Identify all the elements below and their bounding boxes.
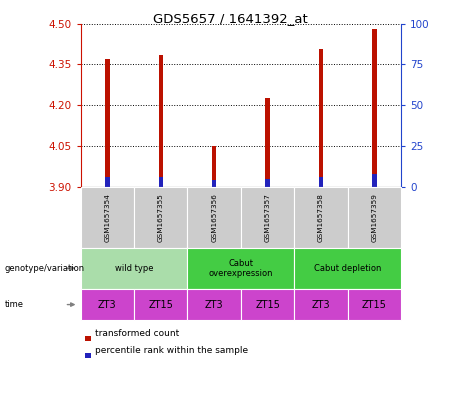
- Text: GSM1657355: GSM1657355: [158, 193, 164, 242]
- Text: GSM1657357: GSM1657357: [265, 193, 271, 242]
- Bar: [372, 174, 377, 187]
- Text: ZT15: ZT15: [362, 299, 387, 310]
- Bar: [319, 50, 323, 187]
- Text: time: time: [5, 300, 24, 309]
- Bar: [319, 177, 323, 187]
- Bar: [105, 59, 110, 187]
- Text: ZT15: ZT15: [148, 299, 173, 310]
- Text: ZT15: ZT15: [255, 299, 280, 310]
- Bar: [159, 55, 163, 187]
- Text: ZT3: ZT3: [205, 299, 224, 310]
- Text: transformed count: transformed count: [95, 329, 180, 338]
- Bar: [266, 98, 270, 187]
- Bar: [212, 146, 216, 187]
- Text: Cabut
overexpression: Cabut overexpression: [209, 259, 273, 278]
- Text: Cabut depletion: Cabut depletion: [314, 264, 381, 273]
- Text: genotype/variation: genotype/variation: [5, 264, 85, 273]
- Bar: [159, 177, 163, 187]
- Text: ZT3: ZT3: [98, 299, 117, 310]
- Text: GSM1657354: GSM1657354: [104, 193, 110, 242]
- Text: GSM1657356: GSM1657356: [211, 193, 217, 242]
- Bar: [372, 29, 377, 187]
- Text: GSM1657358: GSM1657358: [318, 193, 324, 242]
- Bar: [105, 177, 110, 187]
- Text: GDS5657 / 1641392_at: GDS5657 / 1641392_at: [153, 12, 308, 25]
- Text: percentile rank within the sample: percentile rank within the sample: [95, 346, 248, 355]
- Bar: [212, 180, 216, 187]
- Text: wild type: wild type: [115, 264, 154, 273]
- Bar: [266, 178, 270, 187]
- Text: ZT3: ZT3: [312, 299, 330, 310]
- Text: GSM1657359: GSM1657359: [372, 193, 378, 242]
